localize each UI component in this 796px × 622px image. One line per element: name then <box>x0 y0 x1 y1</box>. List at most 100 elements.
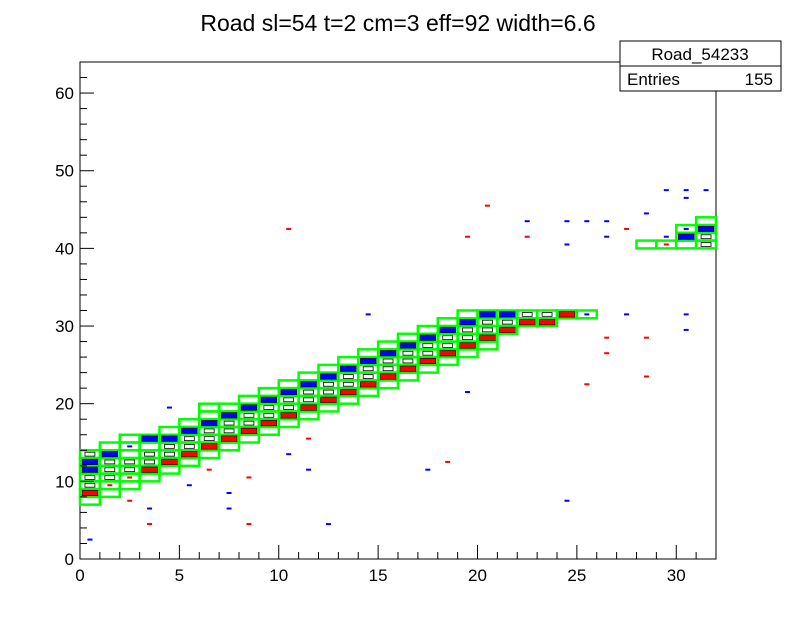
hit-cell-red <box>246 523 252 526</box>
hit-cell-blue <box>365 313 371 316</box>
hit-cell-blue <box>459 319 476 326</box>
hit-cell-red <box>538 319 556 326</box>
hit-cell-black <box>303 389 314 395</box>
hit-cell-black <box>323 381 334 387</box>
hit-cell-black <box>223 428 235 434</box>
hit-cell-black <box>482 319 493 325</box>
hit-cell-red <box>246 476 252 479</box>
hit-cell-black <box>342 381 354 387</box>
x-tick-label: 15 <box>369 566 388 585</box>
hit-cell-red <box>260 420 278 427</box>
x-tick-label: 0 <box>75 566 84 585</box>
hit-cell-black <box>342 374 354 379</box>
hit-cell-red <box>484 204 490 207</box>
hit-cell-black <box>402 358 414 364</box>
hit-cell-red <box>604 336 610 339</box>
y-tick-label: 20 <box>55 395 74 414</box>
hit-cell-black <box>303 397 314 403</box>
plot-frame <box>79 61 717 560</box>
hit-cell-black <box>382 366 394 372</box>
hit-cell-blue <box>81 466 99 473</box>
hit-cell-blue <box>306 468 312 471</box>
hit-cell-red <box>181 451 198 458</box>
hit-cell-blue <box>141 435 158 442</box>
hit-cell-red <box>518 319 536 326</box>
hit-cell-red <box>147 523 153 526</box>
hit-cell-black <box>263 405 275 410</box>
hit-cell-red <box>161 458 178 465</box>
hit-cell-black <box>521 312 533 317</box>
y-tick-label: 0 <box>65 550 74 569</box>
hit-cell-blue <box>499 311 516 318</box>
hit-cell-red <box>379 373 397 380</box>
hit-cell-black <box>362 374 374 379</box>
hit-cell-black <box>84 482 96 488</box>
road-cell <box>575 309 598 320</box>
hit-cell-red <box>286 227 292 230</box>
hit-cell-black <box>501 319 513 325</box>
hit-cell-red <box>584 383 590 386</box>
hit-cell-red <box>206 468 212 471</box>
hit-cell-blue <box>379 350 397 357</box>
hit-cell-blue <box>703 189 709 192</box>
hit-cell-black <box>402 350 414 356</box>
hit-cell-black <box>104 459 116 465</box>
chart-title: Road sl=54 t=2 cm=3 eff=92 width=6.6 <box>200 10 595 36</box>
hit-cell-blue <box>683 227 689 230</box>
hit-cell-blue <box>260 396 278 403</box>
hit-cell-blue <box>280 389 297 396</box>
hit-cell-black <box>482 327 493 333</box>
hit-cell-red <box>220 435 238 442</box>
hit-cell-red <box>643 375 649 378</box>
hit-cell-black <box>422 350 434 356</box>
hit-cell-black <box>183 436 195 441</box>
hit-cell-blue <box>584 220 590 223</box>
hit-cell-red <box>524 235 530 238</box>
hit-cell-red <box>320 396 337 403</box>
hit-cell-black <box>422 343 434 348</box>
hit-cell-black <box>104 467 116 473</box>
hit-cell-blue <box>226 507 232 510</box>
hit-cell-blue <box>524 220 530 223</box>
hit-cell-red <box>127 499 133 502</box>
y-tick-label: 30 <box>55 317 74 336</box>
hit-cell-blue <box>425 468 431 471</box>
hit-cell-black <box>144 459 155 465</box>
hit-cell-red <box>663 243 669 246</box>
hit-cell-red <box>558 311 576 318</box>
hit-cell-black <box>183 444 195 449</box>
hit-cell-red <box>459 342 476 349</box>
hit-cell-black <box>84 475 96 480</box>
hit-cell-blue <box>663 235 669 238</box>
hit-cell-blue <box>166 406 172 409</box>
hit-cell-red <box>300 404 317 411</box>
hit-cell-blue <box>683 328 689 331</box>
hit-cell-black <box>541 312 553 317</box>
hit-cell-blue <box>181 427 198 434</box>
hit-cell-blue <box>677 233 695 240</box>
hit-cell-blue <box>226 491 232 494</box>
hit-cell-black <box>462 335 473 341</box>
x-tick-label: 20 <box>468 566 487 585</box>
hit-cells-layer <box>81 189 715 541</box>
hit-cell-red <box>280 412 297 419</box>
hit-cell-blue <box>161 435 178 442</box>
hit-cell-black <box>203 428 215 434</box>
hit-cell-blue <box>683 196 689 199</box>
hit-cell-blue <box>604 235 610 238</box>
x-tick-label: 25 <box>567 566 586 585</box>
hit-cell-blue <box>439 326 456 333</box>
hit-cell-black <box>164 451 175 457</box>
x-tick-label: 10 <box>269 566 288 585</box>
hit-cell-blue <box>479 311 496 318</box>
hit-cell-black <box>144 451 155 457</box>
hit-cell-red <box>127 476 133 479</box>
hit-cell-blue <box>147 507 153 510</box>
hit-cell-red <box>624 227 630 230</box>
hit-cell-blue <box>564 243 570 246</box>
hit-cell-black <box>263 412 275 418</box>
hit-cell-blue <box>564 220 570 223</box>
hit-cell-blue <box>419 334 437 341</box>
hit-cell-blue <box>101 451 119 458</box>
